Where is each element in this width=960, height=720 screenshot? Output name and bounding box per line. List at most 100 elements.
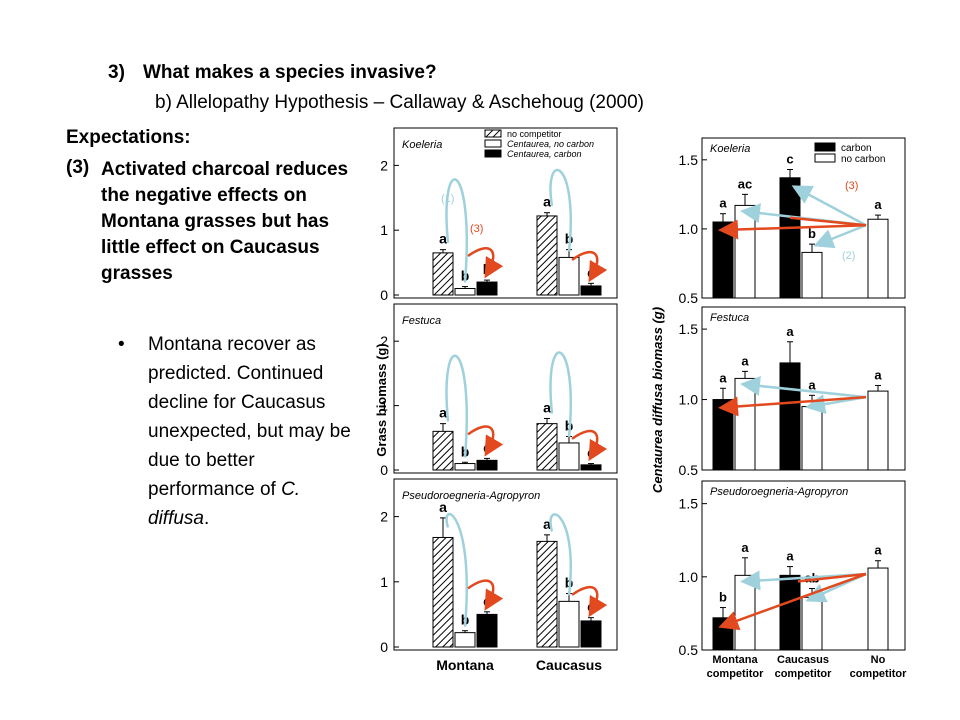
bullet-text: Montana recover as predicted. Continued … [148, 330, 363, 533]
significance-letter: b [808, 226, 816, 241]
bar [712, 399, 734, 471]
significance-letter: a [874, 197, 882, 212]
x-category-label: competitor [850, 668, 908, 680]
significance-letter: ac [738, 176, 752, 191]
significance-letter: a [543, 194, 551, 210]
teal-arrow [445, 512, 468, 627]
significance-letter: a [439, 231, 447, 247]
y-tick-label: 2 [380, 509, 388, 525]
panel-title: Festuca [710, 312, 749, 324]
significance-letter: c [786, 151, 793, 166]
significance-letter: b [719, 590, 727, 605]
red-arrow [571, 250, 608, 283]
legend-swatch [814, 142, 836, 152]
centaurea-y-axis-label: Centaurea diffusa biomass (g) [650, 307, 665, 493]
x-category-label: Caucasus [777, 654, 829, 666]
expectation-text: Activated charcoal reduces the negative … [101, 159, 349, 284]
x-category-label: Montana [712, 654, 758, 666]
expectation-number: (3) [66, 157, 90, 178]
teal-arrow [445, 178, 469, 283]
legend-swatch [484, 129, 502, 138]
significance-letter: a [543, 399, 551, 415]
x-category-label: Caucasus [536, 657, 602, 673]
significance-letter: a [786, 324, 794, 339]
red-arrow [571, 585, 608, 618]
y-tick-label: 0 [380, 639, 388, 655]
significance-letter: a [719, 196, 727, 211]
x-category-label: competitor [707, 668, 765, 680]
bar [867, 567, 889, 651]
significance-letter: a [741, 353, 749, 368]
panel-title: Pseudoroegneria-Agropyron [402, 490, 540, 502]
legend-label: carbon [841, 143, 872, 154]
annotation-label: (1) [441, 193, 454, 205]
legend-swatch [814, 153, 836, 163]
annotation-label: (3) [470, 223, 483, 235]
red-arrow [718, 219, 867, 240]
panel-frame [393, 478, 618, 651]
significance-letter: a [874, 367, 882, 382]
y-tick-label: 1 [380, 222, 388, 238]
teal-arrow [445, 354, 469, 458]
panel-title: Koeleria [402, 139, 442, 151]
bar [734, 204, 756, 299]
teal-arrow [549, 351, 573, 438]
slide-title: What makes a species invasive? [143, 62, 437, 83]
significance-letter: a [874, 543, 882, 558]
bar [779, 574, 801, 651]
bar [779, 362, 801, 471]
panel-frame [393, 303, 618, 474]
y-tick-label: 0 [380, 462, 388, 478]
significance-letter: a [543, 516, 551, 532]
panel-title: Koeleria [710, 143, 750, 155]
teal-arrow [549, 513, 572, 596]
bullet-text-main: Montana recover as predicted. Continued … [148, 334, 351, 500]
y-tick-label: 1 [380, 574, 388, 590]
bar [734, 377, 756, 471]
slide-subtitle: b) Allelopathy Hypothesis – Callaway & A… [155, 92, 645, 113]
red-arrow [718, 395, 867, 417]
y-tick-label: 1.5 [679, 152, 699, 168]
y-tick-label: 1.0 [679, 221, 699, 237]
red-arrow [467, 425, 504, 457]
x-category-label: competitor [775, 668, 833, 680]
bullet-marker: • [118, 334, 125, 355]
y-tick-label: 1.5 [679, 321, 699, 337]
x-category-label: No [871, 654, 886, 666]
slide-title-number: 3) [108, 62, 125, 83]
y-tick-label: 2 [380, 157, 388, 173]
annotation-label: (3) [845, 180, 858, 192]
significance-letter: a [786, 549, 794, 564]
panel-frame [393, 127, 618, 299]
y-tick-label: 1.0 [679, 392, 699, 408]
y-tick-label: 1.5 [679, 496, 699, 512]
bar [867, 218, 889, 299]
y-tick-label: 0.5 [679, 642, 699, 658]
legend-label: Centaurea, carbon [507, 149, 582, 159]
annotation-label: (2) [842, 250, 855, 262]
legend-label: no competitor [507, 129, 562, 139]
y-tick-label: 1 [380, 398, 388, 414]
bar [867, 390, 889, 471]
x-category-label: Montana [436, 657, 494, 673]
legend-label: no carbon [841, 154, 885, 165]
red-arrow [797, 572, 867, 583]
legend-swatch [484, 139, 502, 148]
significance-letter: a [741, 540, 749, 555]
significance-letter: a [439, 499, 447, 515]
red-arrow [571, 429, 608, 462]
teal-arrow [813, 224, 867, 249]
teal-arrow [549, 168, 572, 252]
bar [734, 574, 756, 651]
legend-label: Centaurea, no carbon [507, 139, 594, 149]
y-tick-label: 0 [380, 287, 388, 303]
significance-letter: a [808, 377, 816, 392]
grass-y-axis-label: Grass biomass (g) [374, 343, 389, 456]
red-arrow [789, 216, 867, 227]
teal-arrow [740, 376, 867, 399]
panel-title: Pseudoroegneria-Agropyron [710, 486, 848, 498]
bar [801, 251, 823, 299]
legend-swatch [484, 149, 502, 158]
